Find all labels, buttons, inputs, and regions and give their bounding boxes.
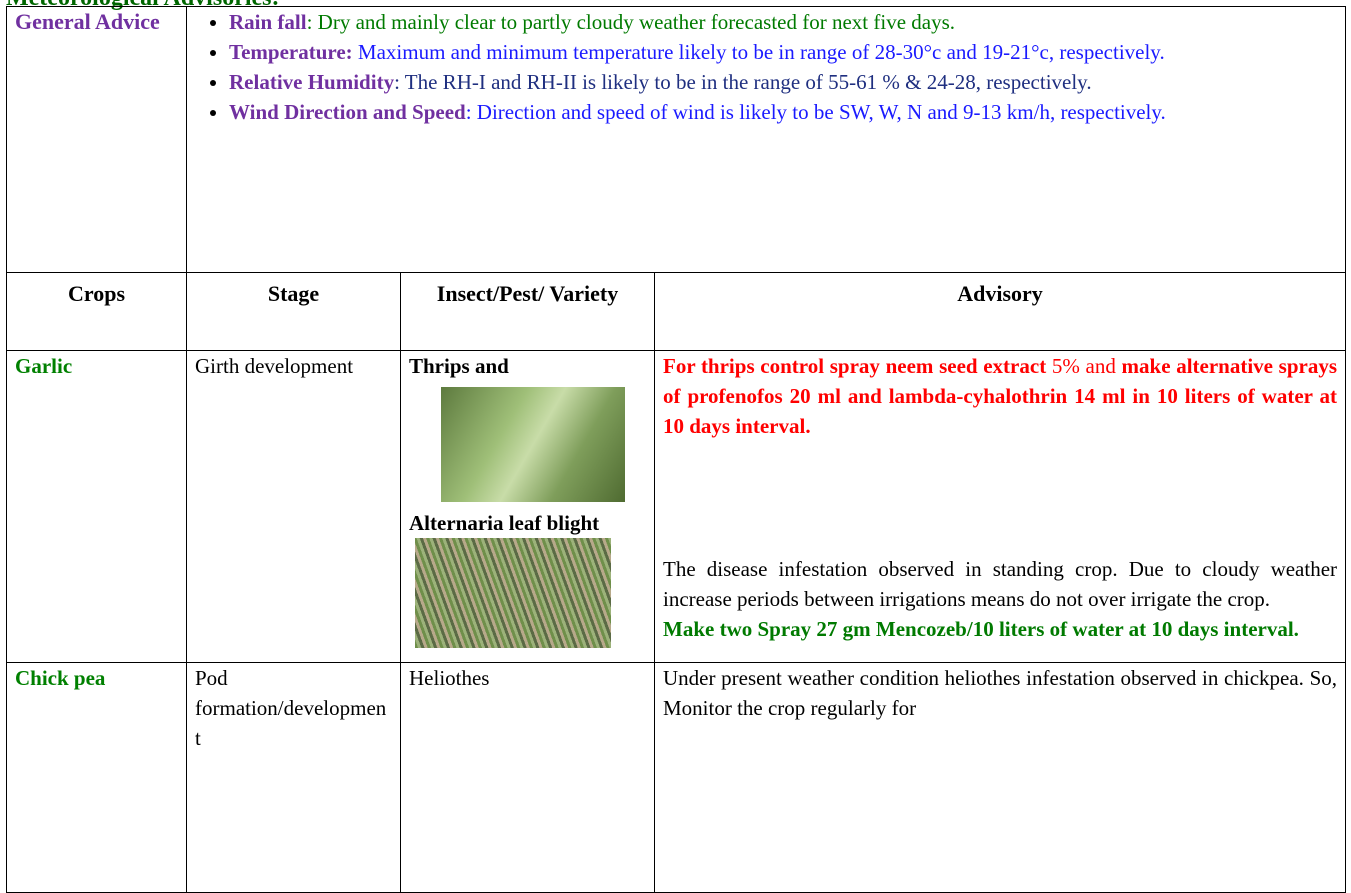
advisory-run: 5% and	[1046, 354, 1121, 378]
advisory-paragraph: Make two Spray 27 gm Mencozeb/10 liters …	[663, 614, 1337, 644]
page: Meteorological Advisories: General Advic…	[0, 0, 1351, 878]
bullet-label: Rain fall	[229, 10, 307, 34]
crop: Garlic	[7, 351, 187, 663]
bullet-label: Relative Humidity	[229, 70, 394, 94]
advisory-run: For thrips control spray neem seed extra…	[663, 354, 1046, 378]
bullet: Temperature: Maximum and minimum tempera…	[229, 37, 1337, 67]
thrips-image	[441, 387, 625, 502]
pest: Alternaria leaf blight	[409, 508, 646, 538]
bullet-text: : Direction and speed of wind is likely …	[466, 100, 1166, 124]
pest-cell: Thrips and Alternaria leaf blight	[401, 351, 655, 663]
bullet-label: Wind Direction and Speed	[229, 100, 466, 124]
garlic-row: Garlic Girth development Thrips and Alte…	[7, 351, 1346, 663]
bullet-text: : The RH-I and RH-II is likely to be in …	[394, 70, 1092, 94]
blight-image	[415, 538, 611, 648]
header-cell: Crops	[7, 273, 187, 351]
pest: Thrips and	[409, 351, 646, 381]
advisory: Under present weather condition heliothe…	[655, 663, 1346, 893]
header-cell: Advisory	[655, 273, 1346, 351]
stage: Pod formation/development	[187, 663, 401, 893]
bullet-text: : Dry and mainly clear to partly cloudy …	[307, 10, 955, 34]
advisory: For thrips control spray neem seed extra…	[655, 351, 1346, 663]
chickpea-row: Chick pea Pod formation/development Heli…	[7, 663, 1346, 893]
bullet-label: Temperature:	[229, 40, 353, 64]
general-row: General Advice Rain fall: Dry and mainly…	[7, 7, 1346, 273]
stage: Girth development	[187, 351, 401, 663]
advisory-table: General Advice Rain fall: Dry and mainly…	[6, 6, 1346, 893]
bullet: Relative Humidity: The RH-I and RH-II is…	[229, 67, 1337, 97]
general-cell: Rain fall: Dry and mainly clear to partl…	[187, 7, 1346, 273]
advisory-paragraph: For thrips control spray neem seed extra…	[663, 351, 1337, 441]
bullet-list: Rain fall: Dry and mainly clear to partl…	[195, 7, 1337, 127]
bullet: Wind Direction and Speed: Direction and …	[229, 97, 1337, 127]
general-label: General Advice	[7, 7, 187, 273]
header-row: Crops Stage Insect/Pest/ Variety Advisor…	[7, 273, 1346, 351]
crop: Chick pea	[7, 663, 187, 893]
bullet: Rain fall: Dry and mainly clear to partl…	[229, 7, 1337, 37]
header-cell: Insect/Pest/ Variety	[401, 273, 655, 351]
advisory-paragraph: Under present weather condition heliothe…	[663, 663, 1337, 723]
header-cell: Stage	[187, 273, 401, 351]
advisory-paragraph: The disease infestation observed in stan…	[663, 554, 1337, 614]
bullet-text: Maximum and minimum temperature likely t…	[358, 40, 1165, 64]
pest: Heliothes	[401, 663, 655, 893]
